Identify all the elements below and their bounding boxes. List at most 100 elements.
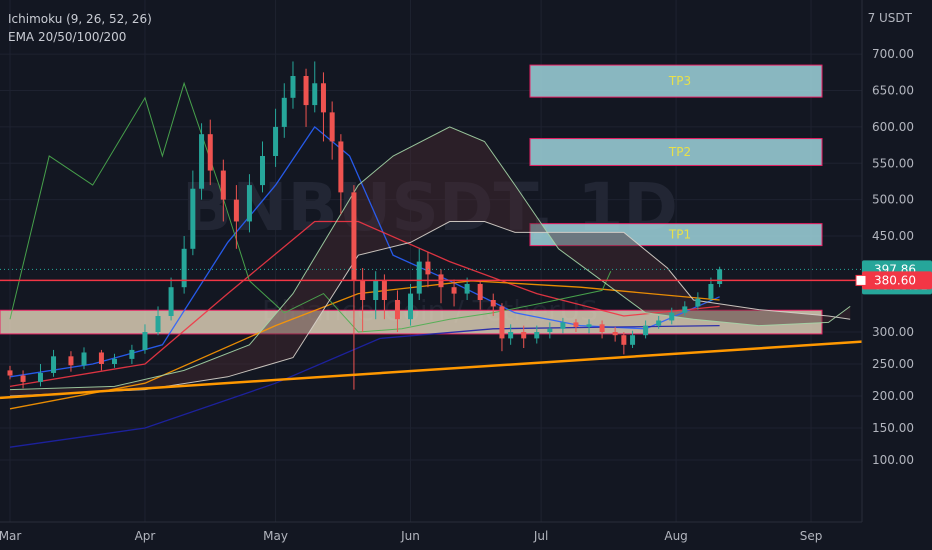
candle-body xyxy=(682,306,688,313)
ema-50-line xyxy=(9,220,720,388)
time-scale-bg xyxy=(0,522,932,550)
candle-body xyxy=(281,97,287,127)
ema-legend[interactable]: EMA 20/50/100/200 xyxy=(8,30,127,44)
ema-100-line xyxy=(9,280,720,410)
candle-body xyxy=(643,325,649,336)
indicator-legend: Ichimoku (9, 26, 52, 26) EMA 20/50/100/2… xyxy=(8,10,152,46)
candle-body xyxy=(129,349,135,359)
candle-body xyxy=(425,261,431,275)
candle-body xyxy=(320,83,326,113)
candle-body xyxy=(329,112,335,142)
candle-body xyxy=(7,370,13,376)
candle-body xyxy=(508,332,514,339)
candle-body xyxy=(98,352,104,364)
candle-body xyxy=(499,306,505,339)
y-tick-label: 550.00 xyxy=(872,156,914,170)
y-tick-label: 100.00 xyxy=(872,453,914,467)
target-box-tp2 xyxy=(529,138,823,166)
chart-grid xyxy=(0,0,862,522)
candle-body xyxy=(521,332,527,339)
candle-body xyxy=(534,332,540,339)
candle-body xyxy=(168,287,174,316)
x-tick-label: Jul xyxy=(533,529,548,543)
resistance-marker xyxy=(855,274,867,286)
candle-body xyxy=(717,269,723,284)
chikou-line xyxy=(9,81,612,333)
senkou-span-b-line xyxy=(9,221,851,397)
candle-body xyxy=(37,372,43,382)
ichimoku-legend[interactable]: Ichimoku (9, 26, 52, 26) xyxy=(8,12,152,26)
candle-body xyxy=(360,280,366,300)
candle-body xyxy=(669,312,675,321)
y-tick-label: 700.00 xyxy=(872,47,914,61)
currency-label: 7 USDT xyxy=(868,11,913,25)
candle-body xyxy=(656,320,662,326)
candle-body xyxy=(621,335,627,345)
x-tick-label: Sep xyxy=(800,529,823,543)
candle-body xyxy=(351,192,357,281)
candle-body xyxy=(81,352,87,366)
target-box-tp1 xyxy=(529,223,823,247)
candle-body xyxy=(573,322,579,327)
y-tick-label: 150.00 xyxy=(872,421,914,435)
target-label-tp3: TP3 xyxy=(668,74,691,88)
candle-body xyxy=(708,284,714,299)
candle-body xyxy=(451,287,457,294)
candle-body xyxy=(111,358,117,364)
y-tick-label: 600.00 xyxy=(872,120,914,134)
target-label-tp1: TP1 xyxy=(668,228,691,242)
y-tick-label: 500.00 xyxy=(872,193,914,207)
target-box-tp3 xyxy=(529,64,823,98)
candlesticks xyxy=(7,61,723,390)
candle-body xyxy=(290,76,296,98)
candle-body xyxy=(220,170,226,200)
candle-body xyxy=(338,141,344,193)
target-label-tp2: TP2 xyxy=(668,145,691,159)
x-tick-label: Apr xyxy=(135,529,156,543)
overlays-layer xyxy=(0,268,863,400)
resistance-tag xyxy=(862,271,932,290)
candle-body xyxy=(373,280,379,300)
candle-body xyxy=(155,316,161,332)
candle-body xyxy=(303,76,309,106)
candle-body xyxy=(381,280,387,300)
ascending-trendline xyxy=(0,340,863,400)
candle-body xyxy=(190,188,196,249)
x-tick-label: Aug xyxy=(664,529,687,543)
candle-body xyxy=(20,375,26,382)
candle-body xyxy=(612,332,618,336)
candle-body xyxy=(199,134,205,189)
senkou-span-a-line xyxy=(9,126,851,391)
x-tick-label: Jun xyxy=(400,529,420,543)
candle-body xyxy=(464,284,470,294)
candle-body xyxy=(142,332,148,350)
candle-body xyxy=(181,248,187,288)
y-tick-label: 300.00 xyxy=(872,325,914,339)
indicator-lines xyxy=(9,81,851,448)
candle-body xyxy=(416,261,422,294)
candle-body xyxy=(586,324,592,327)
candle-body xyxy=(260,156,266,186)
candle-body xyxy=(477,284,483,300)
candle-body xyxy=(490,300,496,307)
y-tick-label: 450.00 xyxy=(872,229,914,243)
candle-body xyxy=(246,185,252,222)
candle-body xyxy=(394,300,400,320)
resistance-value: 380.60 xyxy=(874,273,916,287)
candle-body xyxy=(408,293,414,320)
ichimoku-cloud xyxy=(10,126,851,397)
y-tick-label: 200.00 xyxy=(872,389,914,403)
candle-body xyxy=(51,356,57,373)
y-tick-label: 250.00 xyxy=(872,357,914,371)
x-tick-label: May xyxy=(263,529,288,543)
candle-body xyxy=(273,126,279,156)
y-tick-label: 650.00 xyxy=(872,84,914,98)
candle-body xyxy=(630,335,636,345)
ema-200-line xyxy=(9,324,720,448)
candle-body xyxy=(312,83,318,106)
candle-body xyxy=(695,298,701,307)
candle-body xyxy=(599,324,605,332)
candle-body xyxy=(233,199,239,222)
